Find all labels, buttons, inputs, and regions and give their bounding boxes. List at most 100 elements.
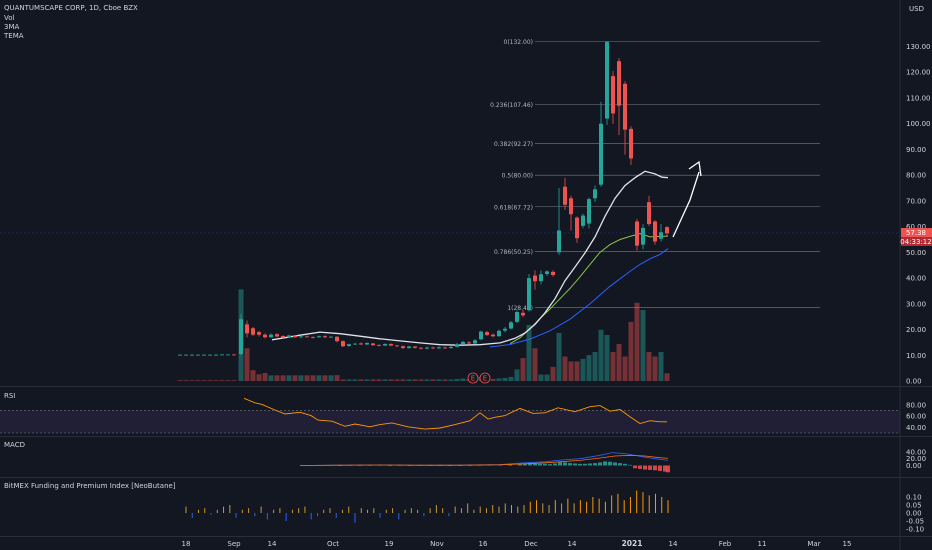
candle-body <box>305 336 309 338</box>
candle-body <box>467 342 471 344</box>
candle-body <box>515 312 519 322</box>
rsi-band <box>0 410 900 433</box>
volume-bar <box>418 379 424 381</box>
volume-bar <box>658 351 664 381</box>
volume-bar <box>610 351 616 381</box>
rsi-tick-label: 60.00 <box>906 413 926 421</box>
volume-bar <box>340 379 346 381</box>
volume-bar <box>514 369 520 381</box>
indicator-tema-label[interactable]: TEMA <box>4 32 24 40</box>
time-tick-label: 11 <box>758 540 767 548</box>
macd-histogram-bar <box>663 465 667 472</box>
candle-body <box>341 341 345 347</box>
candle-body <box>569 198 573 215</box>
candle-body <box>659 232 663 239</box>
volume-bar <box>412 379 418 381</box>
volume-bar <box>508 376 514 381</box>
price-tick-label: 60.00 <box>906 223 926 231</box>
volume-bar <box>628 321 634 381</box>
indicator-3ma-label[interactable]: 3MA <box>4 23 20 31</box>
volume-bar <box>286 375 292 381</box>
volume-bar <box>562 356 568 381</box>
candle-body <box>257 332 261 335</box>
macd-histogram-bar <box>573 463 577 466</box>
volume-bar <box>183 380 189 381</box>
candle-body <box>178 354 182 356</box>
volume-bar <box>538 374 544 381</box>
candle-body <box>497 330 501 337</box>
volume-bar <box>225 380 231 381</box>
macd-signal-line <box>299 454 669 466</box>
price-tick-label: 100.00 <box>906 120 931 128</box>
macd-pane-label[interactable]: MACD <box>4 441 25 449</box>
candle-body <box>232 354 236 356</box>
earnings-marker <box>467 372 479 384</box>
volume-bar <box>250 370 256 381</box>
volume-bar <box>622 356 628 381</box>
macd-histogram-bar <box>508 464 512 466</box>
currency-label: USD <box>909 5 924 13</box>
time-tick-label: 14 <box>669 540 678 548</box>
candle-body <box>479 331 483 340</box>
price-tick-label: 90.00 <box>906 146 926 154</box>
time-tick-label: Sep <box>227 540 241 548</box>
candle-body <box>413 346 417 348</box>
volume-bar <box>550 366 556 381</box>
time-tick-label: Oct <box>327 540 339 548</box>
candle-body <box>443 347 447 349</box>
macd-histogram-bar <box>648 465 652 470</box>
volume-bar <box>406 379 412 381</box>
volume-bar <box>604 334 610 381</box>
macd-histogram-bar <box>666 465 670 473</box>
drawn-arrow <box>672 171 700 238</box>
candle-body <box>509 322 513 329</box>
candle-body <box>353 343 357 345</box>
macd-histogram-bar <box>653 465 657 471</box>
earnings-marker-label: E <box>483 375 487 383</box>
candle-body <box>617 61 621 106</box>
volume-bar <box>316 375 322 381</box>
volume-bar <box>496 378 502 381</box>
volume-bar <box>574 361 580 381</box>
fib-level-label: 0.382(92.27) <box>494 141 533 148</box>
candle-body <box>407 346 411 349</box>
volume-bar <box>640 309 646 381</box>
fib-level-label: 0.5(80.00) <box>502 173 533 180</box>
candle-body <box>641 227 645 245</box>
time-tick-label: Nov <box>430 540 444 548</box>
earnings-marker <box>479 372 491 384</box>
countdown-badge <box>901 237 932 246</box>
candle-body <box>401 346 405 349</box>
volume-bar <box>219 380 225 381</box>
candle-body <box>629 128 633 159</box>
candle-body <box>245 324 249 334</box>
macd-histogram-bar <box>538 463 542 466</box>
funding-pane-label[interactable]: BitMEX Funding and Premium Index [NeoBut… <box>4 482 176 490</box>
macd-histogram-bar <box>658 465 662 471</box>
price-tick-label: 10.00 <box>906 352 926 360</box>
rsi-pane-label[interactable]: RSI <box>4 392 16 400</box>
volume-bar <box>322 375 328 381</box>
candle-body <box>503 328 507 331</box>
macd-histogram-bar <box>358 465 362 466</box>
volume-bar <box>616 343 622 381</box>
candle-body <box>551 271 555 275</box>
candle-body <box>563 186 567 205</box>
volume-bar <box>201 380 207 381</box>
candle-body <box>395 345 399 347</box>
volume-bar <box>544 374 550 381</box>
macd-histogram-bar <box>543 463 547 466</box>
fib-level-label: 0.618(67.72) <box>494 204 533 211</box>
macd-tick-label: 0.00 <box>906 462 922 470</box>
drawn-arrow-head <box>688 160 702 177</box>
candle-body <box>545 271 549 274</box>
macd-histogram-bar <box>588 463 592 466</box>
macd-tick-label: 40.00 <box>906 448 926 456</box>
indicator-vol-label[interactable]: Vol <box>4 14 15 22</box>
time-tick-label: 16 <box>479 540 488 548</box>
volume-bar <box>442 379 448 381</box>
fib-level-label: 0(132.00) <box>504 39 534 46</box>
candle-body <box>521 312 525 316</box>
volume-bar <box>400 379 406 381</box>
